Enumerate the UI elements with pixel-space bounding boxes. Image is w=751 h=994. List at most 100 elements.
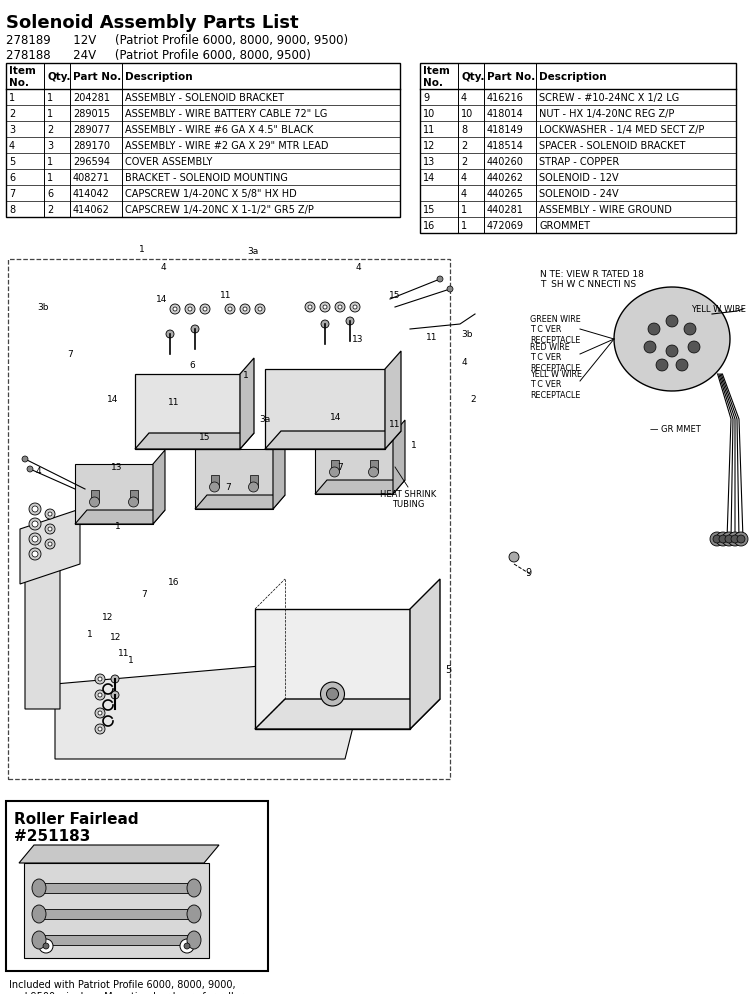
Circle shape [321,682,345,707]
Polygon shape [20,510,80,584]
Text: RED WIRE
T C VER
RECEPTACLE: RED WIRE T C VER RECEPTACLE [530,343,581,373]
Circle shape [45,525,55,535]
Text: CAPSCREW 1/4-20NC X 5/8" HX HD: CAPSCREW 1/4-20NC X 5/8" HX HD [125,189,297,199]
Text: 3a: 3a [259,415,270,424]
Ellipse shape [187,879,201,898]
Text: 12: 12 [110,633,122,642]
Text: Solenoid Assembly Parts List: Solenoid Assembly Parts List [6,14,299,32]
Bar [6,64,400,218]
Circle shape [346,318,354,326]
Circle shape [305,303,315,313]
Text: Description: Description [539,72,607,82]
Bar [91,490,98,503]
Text: 14: 14 [107,395,119,405]
Circle shape [509,553,519,563]
Text: 7: 7 [337,463,343,472]
Text: 418014: 418014 [487,109,523,119]
Circle shape [734,533,748,547]
Text: 7: 7 [141,589,147,599]
Text: 15: 15 [199,433,211,442]
Circle shape [737,536,745,544]
Text: Qty.: Qty. [47,72,71,82]
Bar [315,434,393,494]
Circle shape [243,308,247,312]
Circle shape [166,331,174,339]
Circle shape [249,482,258,492]
Bar [195,449,273,510]
Circle shape [676,360,688,372]
Polygon shape [410,580,440,730]
Text: Item
No.: Item No. [423,67,450,87]
Text: 414062: 414062 [73,205,110,215]
Text: 278189      12V     (Patriot Profile 6000, 8000, 9000, 9500): 278189 12V (Patriot Profile 6000, 8000, … [6,34,348,47]
Bar [369,460,378,472]
Circle shape [188,308,192,312]
Circle shape [330,467,339,477]
Bar [420,64,736,234]
Circle shape [308,306,312,310]
Circle shape [200,305,210,315]
Circle shape [32,507,38,513]
Circle shape [321,321,329,329]
Circle shape [323,306,327,310]
Circle shape [29,534,41,546]
Text: 1: 1 [128,656,134,665]
Circle shape [688,342,700,354]
Text: 2: 2 [461,141,467,151]
Text: 1: 1 [115,522,121,531]
Text: 4: 4 [461,173,467,183]
Circle shape [719,536,727,544]
Text: SOLENOID - 12V: SOLENOID - 12V [539,173,619,183]
Text: 289170: 289170 [73,141,110,151]
Circle shape [240,305,250,315]
Text: ASSEMBLY - WIRE #6 GA X 4.5" BLACK: ASSEMBLY - WIRE #6 GA X 4.5" BLACK [125,125,313,135]
Polygon shape [273,435,285,510]
Circle shape [666,316,678,328]
Text: 7: 7 [67,350,73,359]
Circle shape [48,528,52,532]
Text: 10: 10 [461,109,473,119]
Ellipse shape [32,931,46,949]
Text: — GR MMET: — GR MMET [650,425,701,434]
Text: 3a: 3a [247,248,258,256]
Text: 10: 10 [423,109,436,119]
Circle shape [353,306,357,310]
Text: NUT - HX 1/4-20NC REG Z/P: NUT - HX 1/4-20NC REG Z/P [539,109,674,119]
Circle shape [185,305,195,315]
Circle shape [710,533,724,547]
Text: 4: 4 [461,358,467,367]
Text: GROMMET: GROMMET [539,221,590,231]
Circle shape [210,482,219,492]
Bar [8,259,450,779]
Ellipse shape [187,931,201,949]
Text: 16: 16 [168,578,179,586]
Text: 14: 14 [423,173,436,183]
Polygon shape [240,359,254,449]
Text: 3b: 3b [38,303,49,312]
Circle shape [170,305,180,315]
Text: 1: 1 [461,221,467,231]
Text: 12: 12 [423,141,436,151]
Circle shape [184,943,190,949]
Text: 11: 11 [389,420,401,429]
Text: COVER ASSEMBLY: COVER ASSEMBLY [125,157,213,167]
Text: 11: 11 [423,125,436,135]
Text: 16: 16 [423,221,436,231]
Circle shape [666,346,678,358]
Text: 1: 1 [87,630,93,639]
Bar [39,883,194,893]
Text: 11: 11 [168,399,179,408]
Polygon shape [255,700,440,730]
Circle shape [225,305,235,315]
Text: 5: 5 [445,664,451,674]
Bar [255,609,410,730]
Circle shape [29,504,41,516]
Text: 472069: 472069 [487,221,524,231]
Circle shape [48,543,52,547]
Text: 6: 6 [9,173,15,183]
Text: GREEN WIRE
T C VER
RECEPTACLE: GREEN WIRE T C VER RECEPTACLE [530,315,581,345]
Circle shape [437,276,443,282]
Bar [129,490,137,503]
Text: 13: 13 [423,157,436,167]
Text: 1: 1 [243,371,249,380]
